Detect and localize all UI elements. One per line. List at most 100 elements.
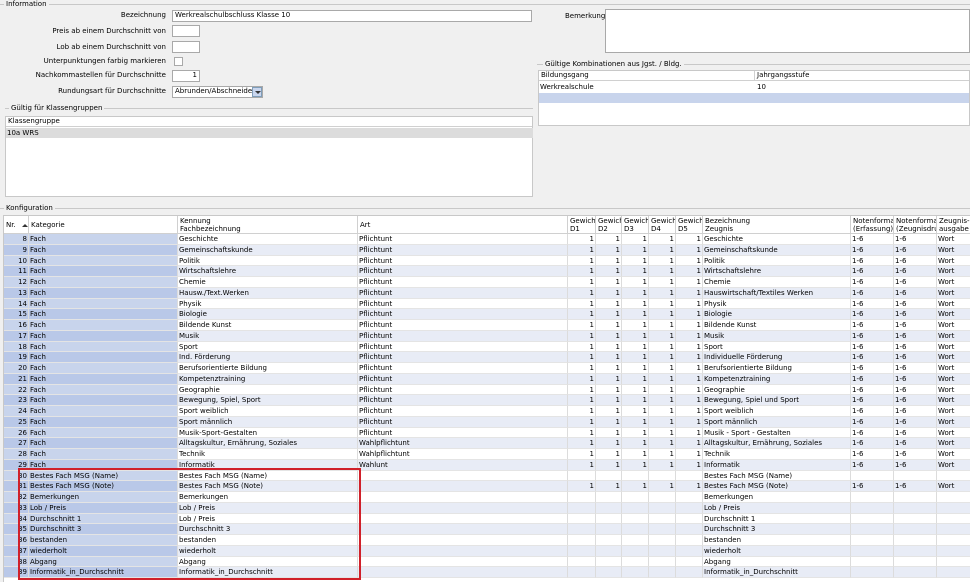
cell[interactable]: Musik	[703, 330, 851, 342]
cell[interactable]: Geographie	[178, 384, 358, 396]
cell[interactable]: 35	[4, 524, 29, 535]
cell[interactable]: 1	[649, 384, 676, 396]
cell[interactable]: 1	[596, 309, 622, 320]
cell[interactable]: Sport weiblich	[703, 406, 851, 417]
cell[interactable]: 10	[757, 83, 766, 91]
cell[interactable]: Fach	[29, 309, 178, 320]
cell[interactable]: Pflichtunt	[358, 416, 568, 428]
cell[interactable]: 1	[676, 330, 703, 342]
cell[interactable]	[894, 545, 937, 557]
cell[interactable]: Biologie	[703, 309, 851, 320]
cell[interactable]: 1	[568, 459, 596, 471]
cell[interactable]: Pflichtunt	[358, 363, 568, 374]
cell[interactable]: 15	[4, 309, 29, 320]
cell[interactable]: Bildende Kunst	[178, 320, 358, 331]
cell[interactable]: 1	[676, 266, 703, 277]
cell[interactable]: 1	[568, 287, 596, 299]
cell[interactable]	[358, 556, 568, 568]
cell[interactable]: Sport	[178, 341, 358, 353]
column-header[interactable]: Bezeichnung Zeugnis	[703, 216, 851, 234]
cell[interactable]: Fach	[29, 427, 178, 439]
cell[interactable]	[649, 502, 676, 514]
cell[interactable]: 1	[568, 481, 596, 492]
text-input[interactable]	[172, 41, 200, 53]
cell[interactable]	[894, 567, 937, 578]
cell[interactable]: 1	[596, 352, 622, 363]
cell[interactable]: 36	[4, 535, 29, 546]
cell[interactable]	[851, 502, 894, 514]
cell[interactable]	[568, 545, 596, 557]
cell[interactable]: 1-6	[894, 287, 937, 299]
cell[interactable]: 1	[676, 341, 703, 353]
cell[interactable]	[851, 556, 894, 568]
cell[interactable]: Sport männlich	[178, 416, 358, 428]
cell[interactable]: 26	[4, 427, 29, 439]
cell[interactable]: Biologie	[178, 309, 358, 320]
cell[interactable]	[358, 470, 568, 482]
cell[interactable]: 1	[676, 352, 703, 363]
cell[interactable]: Abgang	[29, 556, 178, 568]
cell[interactable]: Fach	[29, 373, 178, 385]
cell[interactable]: 1	[676, 449, 703, 460]
cell[interactable]: bestanden	[29, 535, 178, 546]
cell[interactable]: Bestes Fach MSG (Note)	[29, 481, 178, 492]
cell[interactable]: 1	[676, 416, 703, 428]
cell[interactable]: 1	[596, 287, 622, 299]
cell[interactable]: 8	[4, 234, 29, 245]
cell[interactable]: Informatik_in_Durchschnitt	[29, 567, 178, 578]
cell[interactable]: 1	[596, 330, 622, 342]
textarea[interactable]	[605, 9, 970, 53]
cell[interactable]: 1	[649, 427, 676, 439]
cell[interactable]: Pflichtunt	[358, 341, 568, 353]
cell[interactable]: Pflichtunt	[358, 287, 568, 299]
cell[interactable]	[851, 535, 894, 546]
cell[interactable]: Fach	[29, 384, 178, 396]
cell[interactable]: 32	[4, 492, 29, 503]
cell[interactable]: 1-6	[851, 438, 894, 449]
cell[interactable]: Wort	[937, 395, 970, 406]
cell[interactable]: 1	[568, 266, 596, 277]
cell[interactable]: 1	[676, 427, 703, 439]
cell[interactable]: 1	[622, 416, 649, 428]
cell[interactable]: 1	[649, 438, 676, 449]
cell[interactable]: Wahlpflichtunt	[358, 438, 568, 449]
sort-indicator[interactable]	[22, 224, 28, 227]
cell[interactable]: Wort	[937, 373, 970, 385]
cell[interactable]: 1	[622, 481, 649, 492]
cell[interactable]: 1	[676, 384, 703, 396]
cell[interactable]: Politik	[178, 255, 358, 267]
cell[interactable]: 1-6	[894, 438, 937, 449]
cell[interactable]	[894, 535, 937, 546]
column-header[interactable]: GewichtD4	[649, 216, 676, 234]
cell[interactable]: 1	[568, 277, 596, 288]
cell[interactable]: Fach	[29, 330, 178, 342]
cell[interactable]: 1	[676, 244, 703, 256]
cell[interactable]: Musik-Sport-Gestalten	[178, 427, 358, 439]
cell[interactable]: 1-6	[894, 416, 937, 428]
cell[interactable]: Pflichtunt	[358, 384, 568, 396]
cell[interactable]: Fach	[29, 298, 178, 310]
cell[interactable]: Bewegung, Spiel, Sport	[178, 395, 358, 406]
cell[interactable]	[622, 524, 649, 535]
cell[interactable]: Musik - Sport - Gestalten	[703, 427, 851, 439]
cell[interactable]: 1-6	[851, 298, 894, 310]
cell[interactable]	[676, 556, 703, 568]
cell[interactable]: 1-6	[851, 255, 894, 267]
cell[interactable]	[937, 470, 970, 482]
cell[interactable]: Wort	[937, 449, 970, 460]
cell[interactable]: Bemerkungen	[703, 492, 851, 503]
cell[interactable]: Physik	[178, 298, 358, 310]
cell[interactable]: Hausw./Text.Werken	[178, 287, 358, 299]
cell[interactable]: 1	[596, 416, 622, 428]
cell[interactable]	[596, 502, 622, 514]
cell[interactable]: 1-6	[894, 481, 937, 492]
cell[interactable]: Fach	[29, 320, 178, 331]
cell[interactable]	[649, 492, 676, 503]
cell[interactable]: Pflichtunt	[358, 277, 568, 288]
cell[interactable]: 18	[4, 341, 29, 353]
cell[interactable]: 1	[649, 298, 676, 310]
cell[interactable]: 1	[568, 416, 596, 428]
cell[interactable]	[622, 470, 649, 482]
cell[interactable]: Wort	[937, 320, 970, 331]
cell[interactable]	[851, 513, 894, 525]
